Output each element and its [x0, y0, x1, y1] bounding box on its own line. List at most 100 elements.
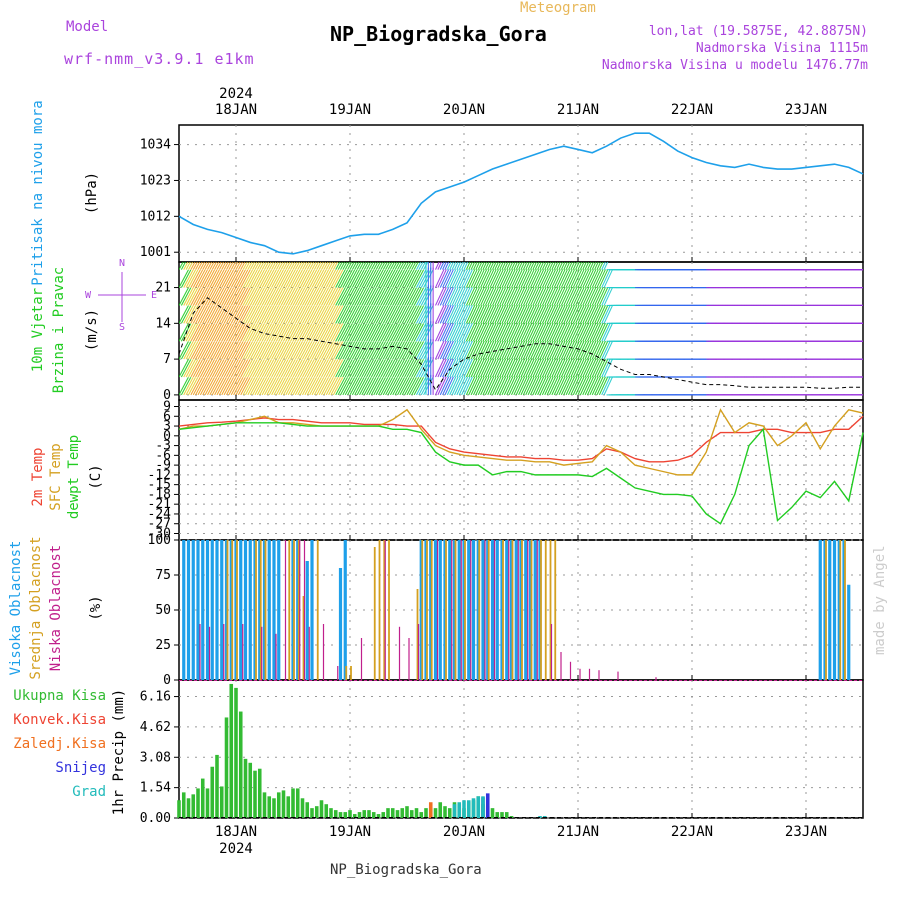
wind-barb [354, 269, 365, 288]
frz-precip-legend: Zaledj.Kisa [13, 736, 106, 752]
wind-barb [378, 341, 389, 360]
wind-barb [330, 287, 341, 306]
total-precip-bar [424, 808, 428, 818]
wind-barb [520, 269, 530, 288]
wind-barb [387, 269, 398, 288]
wind-barb [568, 287, 578, 306]
wind-barb [399, 359, 410, 378]
wind-barb [487, 304, 497, 324]
wind-barb [359, 323, 370, 342]
wind-barb [603, 287, 614, 306]
wind-barb [499, 262, 504, 270]
wind-barb [503, 262, 509, 270]
wind-barb [416, 305, 427, 324]
wind-barb [214, 269, 225, 288]
wind-barb [183, 269, 194, 288]
wind-barb [596, 262, 602, 270]
wind-barb [503, 340, 514, 360]
wind-barb [375, 341, 387, 360]
wind-barb [591, 287, 602, 306]
wind-barb [477, 304, 488, 324]
wind-barb [518, 358, 528, 378]
wind-barb [237, 341, 249, 360]
wind-barb [465, 322, 476, 342]
wind-barb [501, 269, 511, 288]
y-tick-label: 1012 [140, 209, 171, 224]
wind-barb [228, 262, 234, 270]
wind-barb [323, 305, 334, 324]
wind-barb [530, 358, 540, 378]
wind-barb [413, 305, 425, 324]
wind-barb [475, 376, 485, 396]
wind-barb [465, 269, 476, 288]
wind-barb [418, 262, 424, 270]
wind-barb [332, 323, 344, 342]
wind-barb [180, 262, 187, 270]
wind-barb [354, 376, 365, 396]
wind-barb [221, 376, 232, 396]
wind-barb [596, 304, 606, 324]
wind-barb [192, 262, 198, 270]
total-precip-bar [238, 711, 243, 818]
wind-barb [347, 262, 353, 270]
wind-barb [337, 341, 349, 360]
wind-barb [373, 359, 384, 378]
wind-barb [401, 323, 413, 342]
wind-barb [259, 359, 270, 378]
wind-barb [325, 323, 337, 342]
wind-barb [541, 304, 552, 324]
wind-barb [515, 262, 521, 270]
wind-barb [363, 287, 375, 306]
wind-barb [501, 262, 507, 270]
wind-barb [230, 376, 242, 396]
wind-barb [351, 262, 358, 270]
wind-barb [275, 262, 282, 270]
wind-barb [416, 341, 427, 360]
wind-barb [204, 305, 216, 324]
wind-barb [292, 341, 303, 360]
wind-barb [268, 269, 280, 288]
wind-barb [458, 340, 469, 360]
wind-barb [579, 262, 585, 270]
wind-barb [185, 287, 197, 306]
wind-barb [508, 287, 519, 306]
wind-barb [183, 287, 194, 306]
wind-barb [373, 323, 384, 342]
wind-barb [318, 305, 330, 324]
wind-barb [594, 262, 599, 270]
wind-barb [603, 358, 614, 378]
wind-barb [249, 305, 261, 324]
wind-barb [249, 341, 261, 360]
wind-barb [185, 376, 197, 396]
wind-barb [477, 287, 488, 306]
total-precip-bar [438, 802, 443, 818]
wind-barb [522, 358, 533, 378]
wind-barb [188, 341, 199, 360]
wind-barb [553, 340, 564, 360]
wind-barb [461, 358, 471, 378]
wind-barb [382, 287, 394, 306]
wind-barb [221, 287, 232, 306]
total-precip-bar [490, 808, 495, 818]
x-tick-label-top: 21JAN [557, 102, 599, 118]
wind-barb [544, 269, 554, 288]
wind-barb [347, 376, 358, 396]
wind-barb [271, 341, 282, 360]
wind-barb [297, 287, 308, 306]
total-precip-bar [286, 796, 291, 818]
wind-barb [594, 376, 604, 396]
wind-barb [240, 359, 251, 378]
wind-barb [292, 269, 303, 288]
wind-barb [335, 305, 346, 324]
wind-barb [380, 305, 391, 324]
temp2m-series-line [178, 415, 864, 463]
wind-barb [264, 305, 275, 324]
wind-barb [340, 305, 351, 324]
wind-barb [221, 305, 232, 324]
wind-barb [572, 262, 578, 270]
wind-barb [389, 341, 401, 360]
wind-barb [297, 359, 308, 378]
wind-barb [373, 376, 384, 396]
total-precip-bar [295, 788, 300, 818]
wind-barb [587, 322, 597, 342]
